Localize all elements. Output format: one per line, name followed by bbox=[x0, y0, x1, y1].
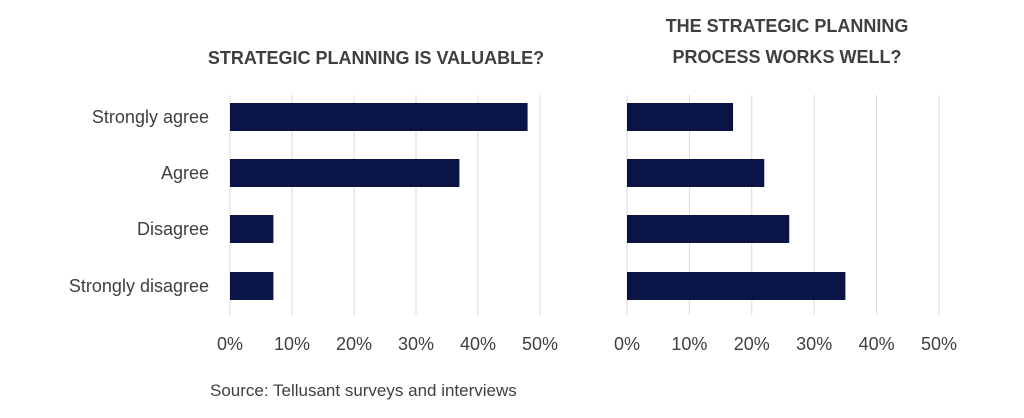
chart-2-bar-strongly-disagree bbox=[627, 272, 846, 300]
category-label: Strongly agree bbox=[92, 107, 209, 127]
chart-2-bar-disagree bbox=[627, 215, 790, 243]
chart-1-tick-label: 40% bbox=[460, 334, 496, 354]
chart-1-bar-agree bbox=[230, 159, 460, 187]
chart-2-tick-label: 20% bbox=[734, 334, 770, 354]
chart-1-bar-strongly-agree bbox=[230, 103, 528, 131]
chart-1: STRATEGIC PLANNING IS VALUABLE? 0% 10% 20% 3… bbox=[69, 48, 558, 354]
chart-2-tick-label: 50% bbox=[921, 334, 957, 354]
category-label: Agree bbox=[161, 163, 209, 183]
chart-1-bar-disagree bbox=[230, 215, 274, 243]
chart-2-tick-label: 30% bbox=[796, 334, 832, 354]
source-note: Source: Tellusant surveys and interviews bbox=[210, 381, 517, 400]
chart-2-title-line-2: PROCESS WORKS WELL? bbox=[673, 47, 902, 67]
chart-2: THE STRATEGIC PLANNING PROCESS WORKS WELL… bbox=[614, 16, 957, 354]
category-label: Strongly disagree bbox=[69, 276, 209, 296]
chart-1-title: STRATEGIC PLANNING IS VALUABLE? bbox=[208, 48, 544, 68]
chart-2-bar-agree bbox=[627, 159, 765, 187]
chart-2-tick-label: 40% bbox=[859, 334, 895, 354]
chart-2-tick-label: 10% bbox=[671, 334, 707, 354]
chart-2-bar-strongly-agree bbox=[627, 103, 734, 131]
chart-1-tick-label: 30% bbox=[398, 334, 434, 354]
chart-1-tick-label: 10% bbox=[274, 334, 310, 354]
chart-1-tick-label: 50% bbox=[522, 334, 558, 354]
chart-1-bar-strongly-disagree bbox=[230, 272, 274, 300]
chart-1-tick-label: 0% bbox=[217, 334, 243, 354]
category-label: Disagree bbox=[137, 219, 209, 239]
chart-2-title-line-1: THE STRATEGIC PLANNING bbox=[666, 16, 909, 36]
chart-1-tick-label: 20% bbox=[336, 334, 372, 354]
chart-2-tick-label: 0% bbox=[614, 334, 640, 354]
